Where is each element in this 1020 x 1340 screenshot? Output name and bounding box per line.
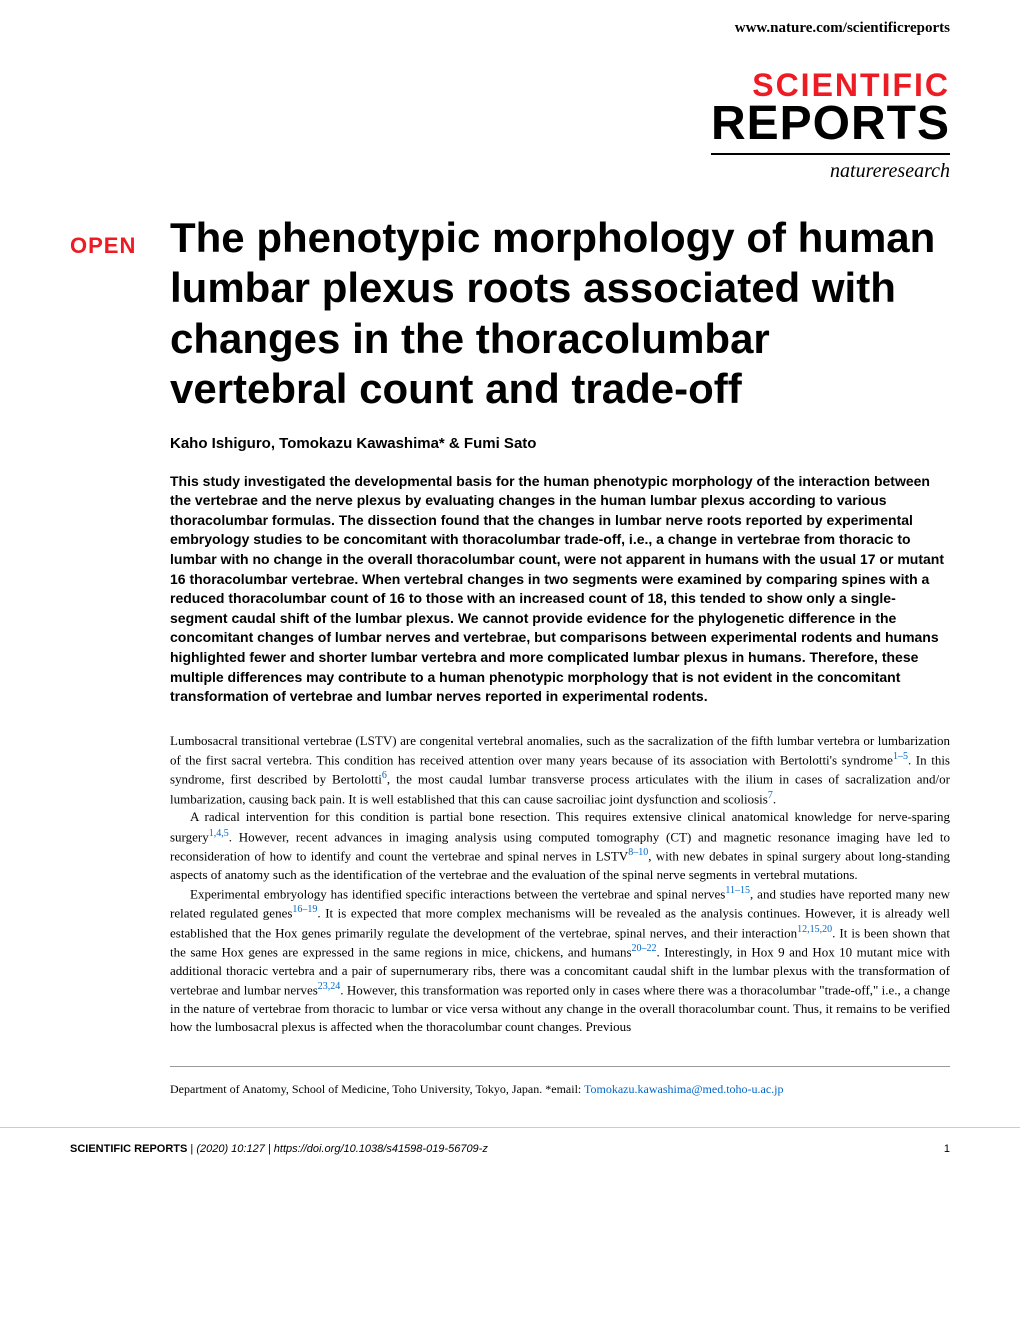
page-number: 1 xyxy=(944,1143,950,1155)
citation-ref[interactable]: 16–19 xyxy=(292,904,317,915)
logo-line-nature: natureresearch xyxy=(0,160,950,183)
authors-list: Kaho Ishiguro, Tomokazu Kawashima* & Fum… xyxy=(170,435,950,452)
citation-ref[interactable]: 1–5 xyxy=(893,751,908,762)
abstract: This study investigated the developmenta… xyxy=(170,472,950,707)
main-content: OPEN The phenotypic morphology of human … xyxy=(0,213,1020,1097)
citation-ref[interactable]: 12,15,20 xyxy=(797,924,832,935)
article-title: The phenotypic morphology of human lumba… xyxy=(170,213,950,415)
citation-ref[interactable]: 1,4,5 xyxy=(209,828,229,839)
logo-line-reports: REPORTS xyxy=(711,96,950,155)
left-column: OPEN xyxy=(70,213,170,1097)
paragraph-1: Lumbosacral transitional vertebrae (LSTV… xyxy=(170,732,950,809)
journal-logo: SCIENTIFIC REPORTS natureresearch xyxy=(0,47,1020,213)
citation-ref[interactable]: 8–10 xyxy=(628,847,648,858)
page-footer: SCIENTIFIC REPORTS | (2020) 10:127 | htt… xyxy=(0,1127,1020,1170)
paragraph-3: Experimental embryology has identified s… xyxy=(170,884,950,1036)
affiliation: Department of Anatomy, School of Medicin… xyxy=(170,1066,950,1097)
citation-ref[interactable]: 20–22 xyxy=(632,943,657,954)
paragraph-2: A radical intervention for this conditio… xyxy=(170,808,950,883)
header-url: www.nature.com/scientificreports xyxy=(0,0,1020,47)
open-access-badge: OPEN xyxy=(70,233,170,259)
footer-citation: SCIENTIFIC REPORTS | (2020) 10:127 | htt… xyxy=(70,1143,488,1155)
email-link[interactable]: Tomokazu.kawashima@med.toho-u.ac.jp xyxy=(584,1082,784,1096)
citation-ref[interactable]: 23,24 xyxy=(318,981,341,992)
article-column: The phenotypic morphology of human lumba… xyxy=(170,213,950,1097)
body-text: Lumbosacral transitional vertebrae (LSTV… xyxy=(170,732,950,1036)
citation-ref[interactable]: 11–15 xyxy=(725,885,750,896)
